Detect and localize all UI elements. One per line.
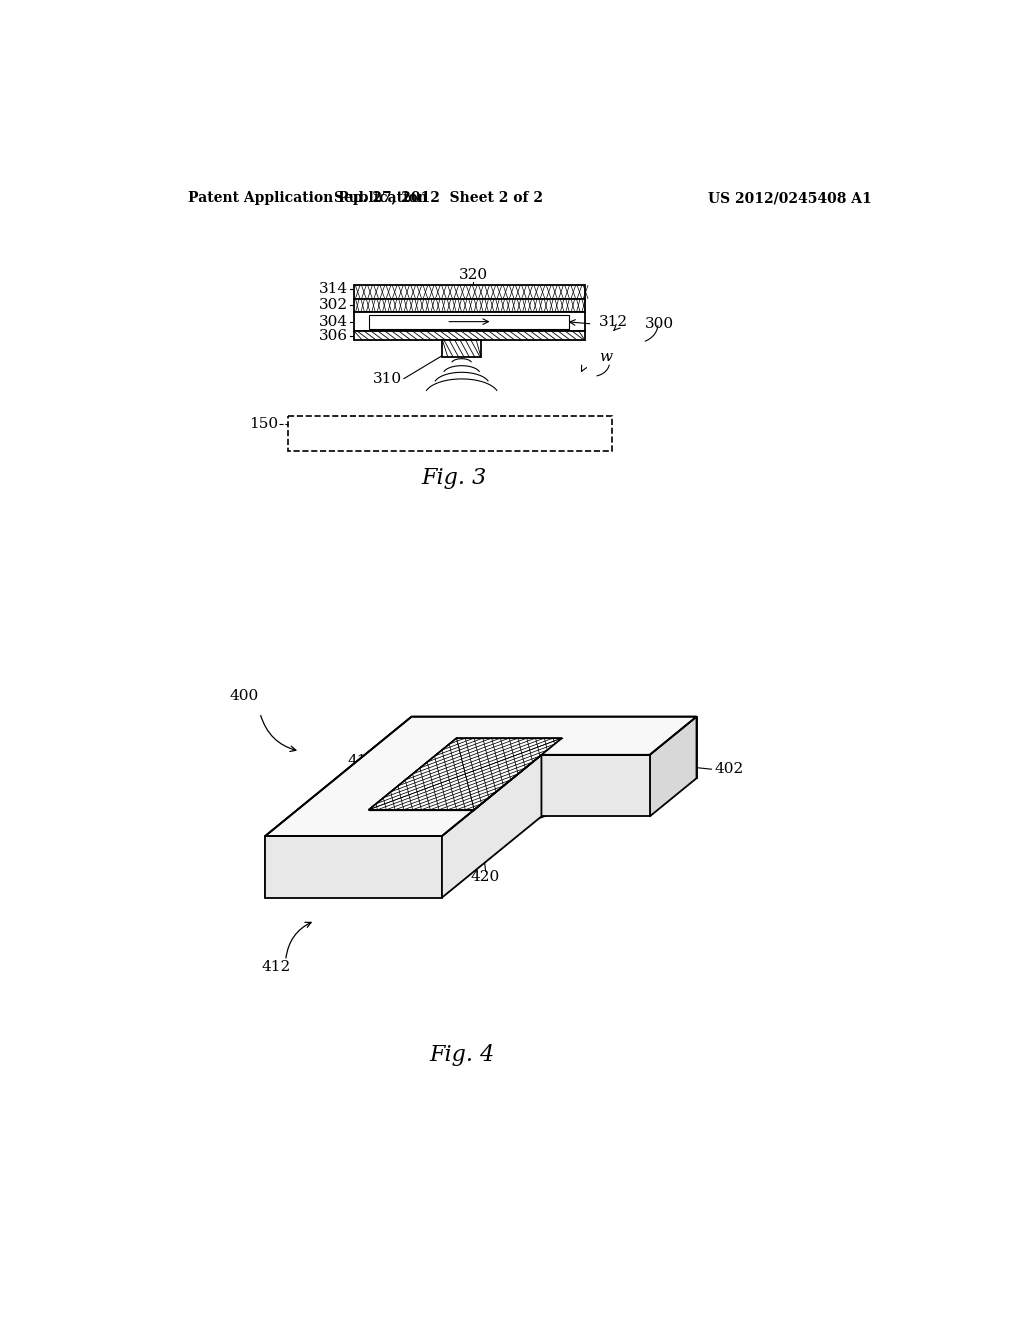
- Text: 150: 150: [249, 417, 279, 432]
- Polygon shape: [542, 755, 649, 817]
- Polygon shape: [369, 738, 562, 809]
- Polygon shape: [265, 836, 442, 898]
- Text: 416: 416: [442, 762, 471, 776]
- Text: 314: 314: [319, 282, 348, 296]
- Bar: [442, 341, 481, 358]
- Text: 402: 402: [560, 803, 590, 817]
- Polygon shape: [265, 717, 696, 836]
- Bar: [354, 298, 585, 313]
- Text: 312: 312: [599, 315, 628, 330]
- Text: 304: 304: [319, 314, 348, 329]
- Text: 420: 420: [471, 870, 500, 883]
- Polygon shape: [412, 717, 696, 779]
- Text: 306: 306: [319, 329, 348, 342]
- Bar: [370, 314, 569, 329]
- Polygon shape: [265, 717, 412, 898]
- Text: Patent Application Publication: Patent Application Publication: [188, 191, 428, 206]
- Text: Fig. 4: Fig. 4: [429, 1044, 495, 1067]
- Text: 300: 300: [645, 317, 674, 331]
- Text: 310: 310: [373, 372, 401, 385]
- Text: US 2012/0245408 A1: US 2012/0245408 A1: [708, 191, 871, 206]
- Polygon shape: [649, 717, 696, 817]
- Text: 320: 320: [459, 268, 487, 282]
- Text: Sep. 27, 2012  Sheet 2 of 2: Sep. 27, 2012 Sheet 2 of 2: [334, 191, 543, 206]
- Text: Fig. 3: Fig. 3: [421, 467, 486, 488]
- Text: 400: 400: [230, 689, 259, 702]
- Text: w: w: [599, 350, 611, 364]
- Bar: [354, 331, 585, 341]
- Text: 302: 302: [319, 298, 348, 312]
- Bar: [289, 416, 611, 451]
- Bar: [354, 285, 585, 298]
- Text: 418: 418: [348, 754, 377, 768]
- Text: 412: 412: [262, 960, 291, 974]
- Text: 402: 402: [715, 762, 743, 776]
- Bar: [354, 313, 585, 331]
- Polygon shape: [442, 755, 542, 898]
